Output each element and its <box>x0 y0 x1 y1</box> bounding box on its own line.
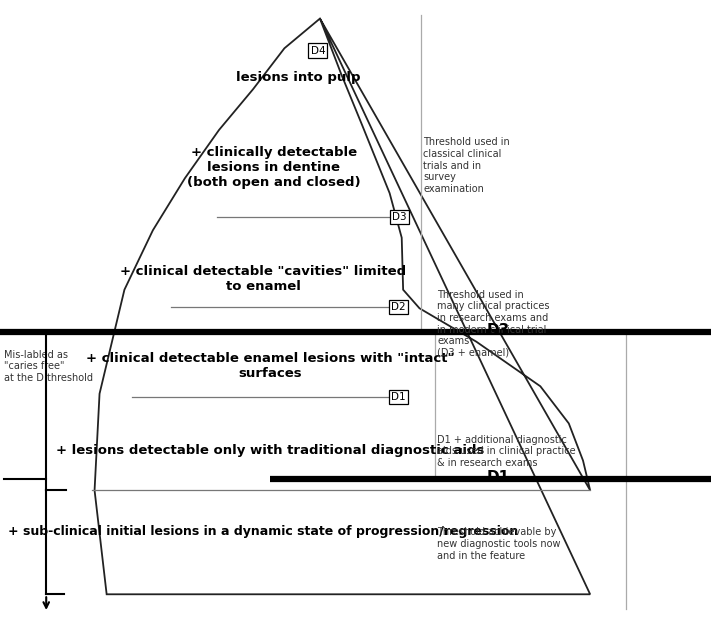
Text: lesions into pulp: lesions into pulp <box>236 72 361 84</box>
Text: + clinically detectable
lesions in dentine
(both open and closed): + clinically detectable lesions in denti… <box>187 145 360 188</box>
Text: D1: D1 <box>487 470 510 485</box>
Text: + clinical detectable "cavities" limited
to enamel: + clinical detectable "cavities" limited… <box>120 265 406 293</box>
Text: Mis-labled as
"caries free"
at the D threshold: Mis-labled as "caries free" at the D thr… <box>4 349 92 383</box>
Text: D3: D3 <box>487 323 510 338</box>
Text: Threshold used in
many clinical practices
in research exams and
in modern clinic: Threshold used in many clinical practice… <box>437 290 550 358</box>
Text: D3: D3 <box>392 212 407 222</box>
Text: D1: D1 <box>391 392 405 402</box>
Text: Threshold used in
classical clinical
trials and in
survey
examination: Threshold used in classical clinical tri… <box>423 137 510 194</box>
Polygon shape <box>95 19 590 594</box>
Text: D4: D4 <box>311 46 325 56</box>
Text: + sub-clinical initial lesions in a dynamic state of progression/regression: + sub-clinical initial lesions in a dyna… <box>8 525 518 538</box>
Text: D1 + additional diagnostic
aids used in clinical practice
& in research exams: D1 + additional diagnostic aids used in … <box>437 434 576 468</box>
Text: + lesions detectable only with traditional diagnostic aids: + lesions detectable only with tradition… <box>56 444 484 457</box>
Text: + clinical detectable enamel lesions with "intact"
surfaces: + clinical detectable enamel lesions wit… <box>86 352 454 380</box>
Text: D2: D2 <box>391 302 405 312</box>
Text: Threshold achievable by
new diagnostic tools now
and in the feature: Threshold achievable by new diagnostic t… <box>437 527 561 560</box>
